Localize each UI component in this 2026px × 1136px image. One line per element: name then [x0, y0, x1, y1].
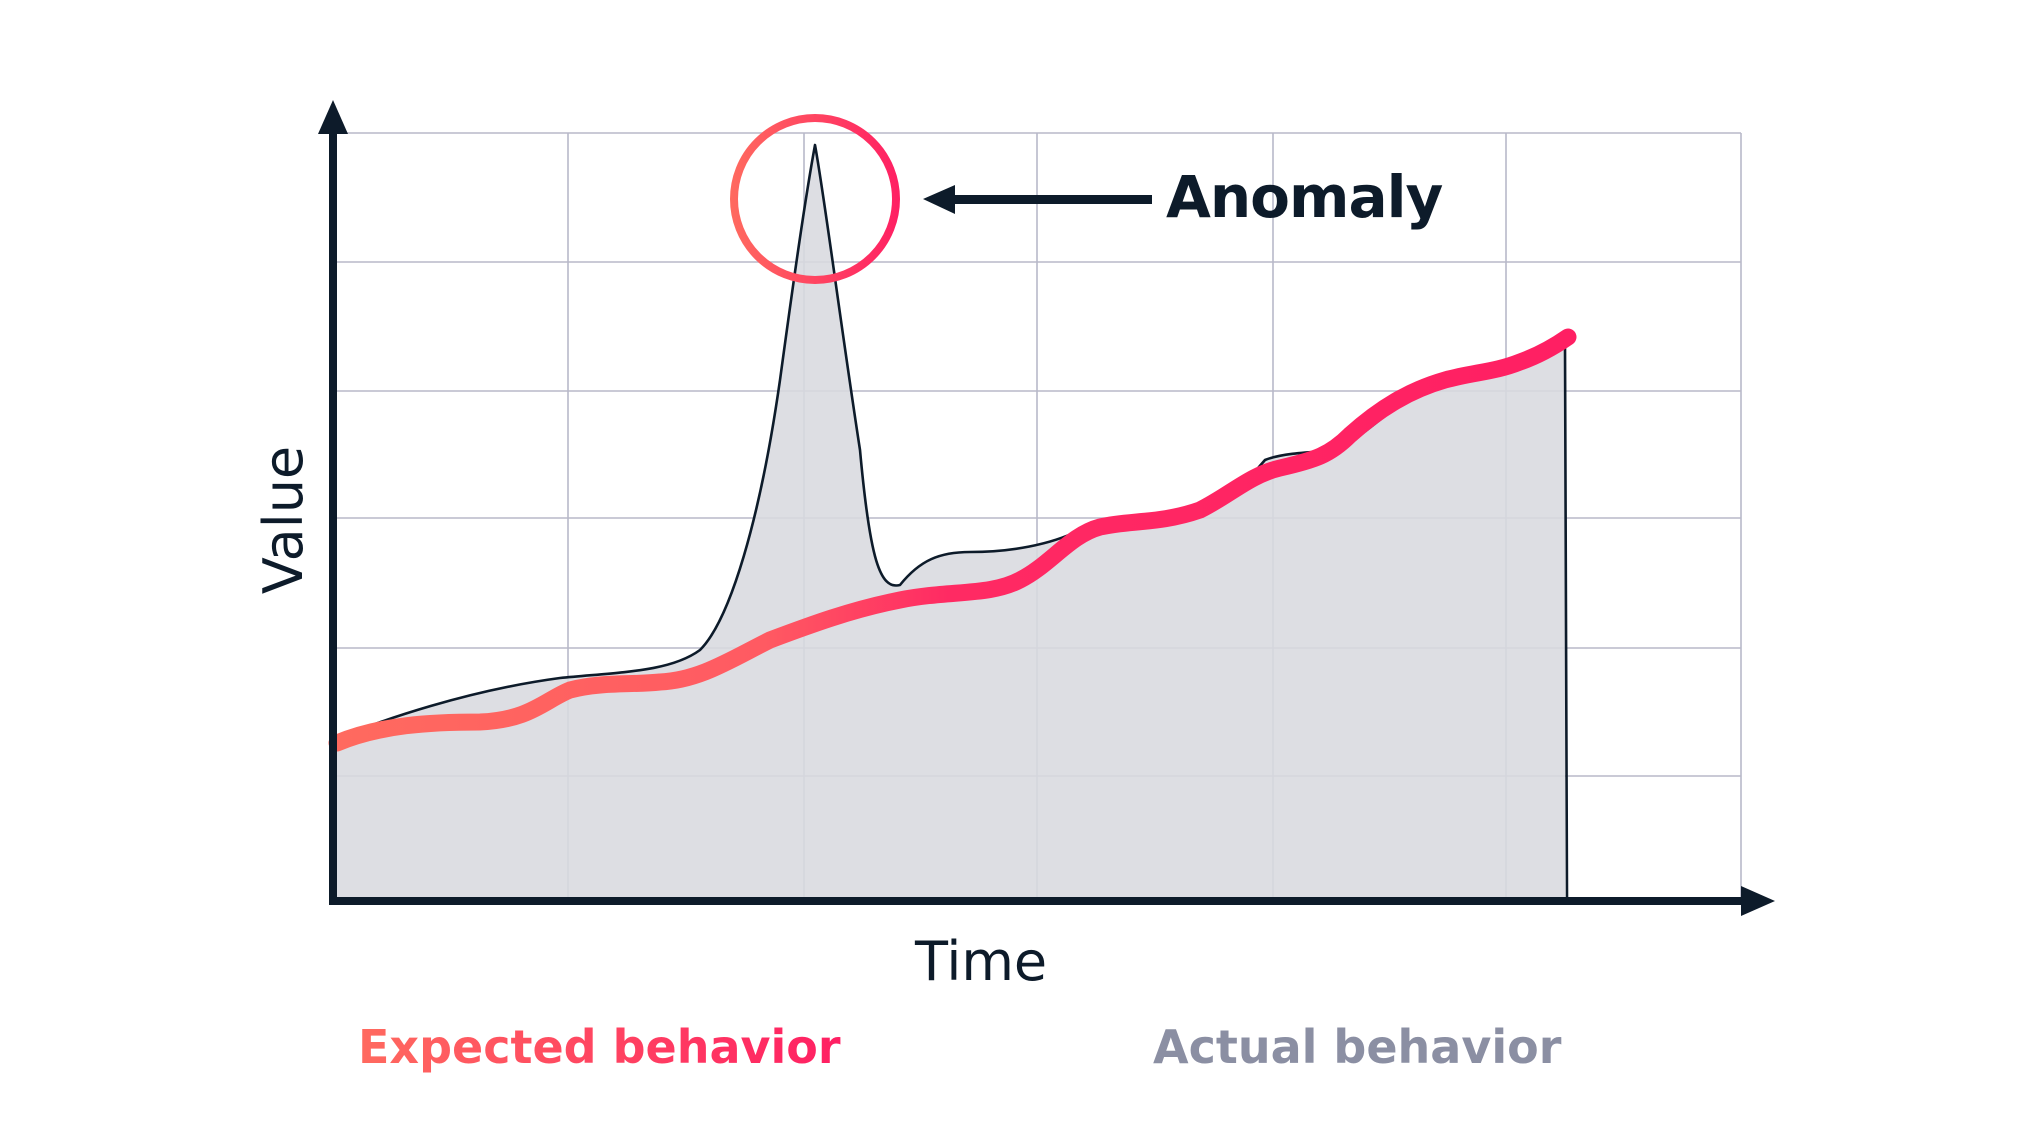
actual-behavior-area: [335, 145, 1565, 900]
x-axis-arrow-icon: [1741, 886, 1775, 916]
expected-behavior-line: [328, 328, 1577, 752]
legend-actual-behavior: Actual behavior: [1153, 1020, 1562, 1074]
anomaly-highlight-circle: [730, 114, 900, 284]
y-axis-label: Value: [252, 445, 315, 595]
legend-expected-behavior: Expected behavior: [358, 1020, 841, 1074]
x-axis-label: Time: [915, 930, 1048, 993]
x-axis: [329, 886, 1775, 916]
anomaly-arrow-icon: [923, 185, 1152, 214]
y-axis: [318, 100, 348, 905]
y-axis-arrow-icon: [318, 100, 348, 134]
anomaly-label: Anomaly: [1166, 163, 1443, 231]
